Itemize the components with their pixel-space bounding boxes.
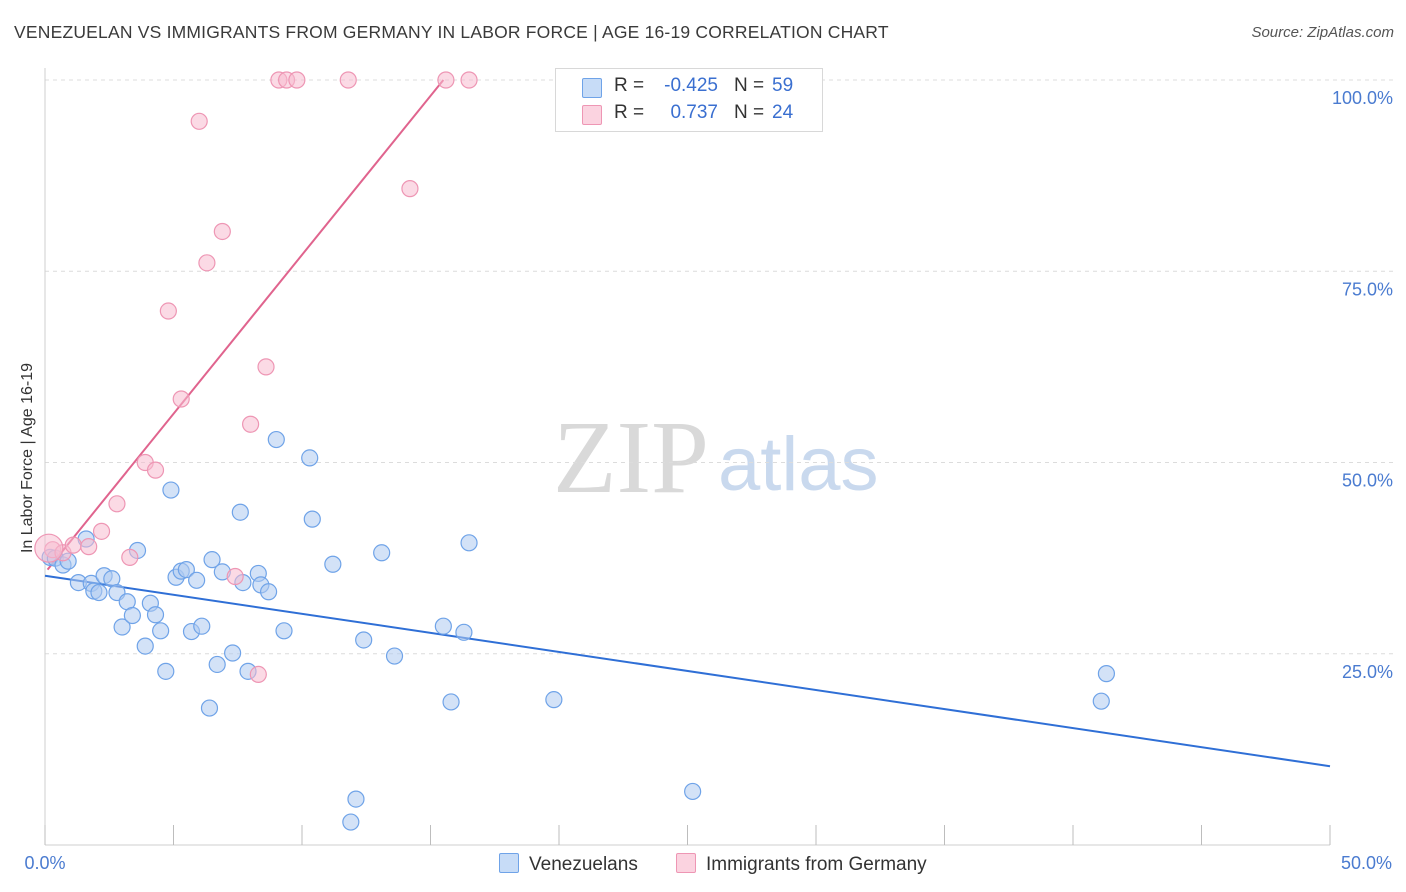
point-germany [226,567,244,586]
r-value: 0.737 [670,102,718,123]
point-germany [198,254,216,272]
point-germany [190,112,208,130]
y-tick-label: 50.0% [1342,471,1393,491]
point-venezuelan [301,449,319,467]
stats-swatch-pink [582,105,602,125]
point-venezuelan [146,606,165,624]
point-venezuelan [347,790,365,808]
point-venezuelan [1092,692,1110,710]
y-tick-label: 75.0% [1342,279,1393,299]
point-germany [401,180,419,198]
point-venezuelan [231,503,249,521]
point-venezuelan [188,571,206,589]
point-venezuelan [200,699,219,717]
source-label: Source: ZipAtlas.com [1251,24,1394,41]
r-value: -0.425 [664,75,718,96]
stats-swatch-blue [582,78,602,98]
n-label: N = [734,102,765,123]
point-venezuelan [442,693,460,711]
trend-line-germany [46,79,445,571]
point-venezuelan [324,555,342,573]
legend-label-germany: Immigrants from Germany [706,854,927,875]
trend-lines [44,79,1331,768]
point-venezuelan [303,510,321,528]
point-germany [121,548,139,566]
point-venezuelan [224,644,242,662]
point-venezuelan [113,618,131,636]
y-tick-label: 100.0% [1332,88,1393,108]
point-venezuelan [455,623,473,641]
point-venezuelan [275,622,293,640]
point-germany [92,522,111,540]
point-venezuelan [193,617,211,635]
point-germany [460,71,478,89]
point-germany [146,461,165,479]
x-tick-label-max: 50.0% [1341,853,1392,873]
watermark: ZIP atlas [553,400,879,515]
point-germany [213,222,231,241]
point-venezuelan [385,647,404,665]
point-germany [242,415,260,433]
axes [44,68,1331,846]
point-germany [437,71,455,89]
point-germany [64,536,82,554]
point-venezuelan [545,691,563,709]
point-venezuelan [434,617,452,635]
point-venezuelan [355,631,373,649]
grid-lines [45,79,1395,655]
point-venezuelan [136,637,154,655]
point-venezuelan [177,560,195,579]
point-venezuelan [208,655,226,674]
point-venezuelan [1097,665,1116,683]
point-venezuelan [162,481,180,499]
legend-swatch-blue [499,853,519,873]
legend-label-venezuelans: Venezuelans [529,854,638,875]
point-venezuelan [684,782,702,801]
r-label: R = [614,75,645,96]
x-tick-label-min: 0.0% [24,853,65,873]
point-germany [108,495,126,513]
n-value: 59 [772,75,794,96]
tick-labels: 25.0% 50.0% 75.0% 100.0% 0.0% 50.0% [24,88,1393,873]
trend-line-venezuelans [44,574,1331,768]
point-venezuelan [267,430,285,449]
stats-box: R = -0.425 N = 59 R = 0.737 N = 24 [555,68,823,132]
point-venezuelan [460,534,478,552]
point-germany [257,358,275,376]
point-venezuelan [203,551,221,569]
point-germany [172,390,190,408]
point-venezuelan [90,583,108,602]
r-label: R = [614,102,645,123]
point-germany-cluster [34,533,64,563]
point-venezuelan [157,662,175,680]
point-germany [288,71,306,89]
watermark-atlas: atlas [718,422,879,507]
legend-item-venezuelans[interactable]: Venezuelans [499,853,638,876]
point-germany [339,71,357,89]
chart-title: VENEZUELAN VS IMMIGRANTS FROM GERMANY IN… [14,22,889,42]
point-venezuelan [342,813,360,831]
point-venezuelan [152,622,170,640]
point-germany [80,538,98,556]
legend-swatch-pink [676,853,696,873]
point-venezuelan [259,583,278,601]
y-tick-label: 25.0% [1342,662,1393,682]
watermark-zip: ZIP [553,400,709,515]
point-venezuelan [123,606,141,625]
n-label: N = [734,75,765,96]
point-germany [159,302,177,320]
n-value: 24 [772,102,794,123]
data-points [34,71,1116,831]
point-germany [249,665,267,684]
point-venezuelan [373,544,391,562]
legend-item-germany[interactable]: Immigrants from Germany [676,853,927,876]
